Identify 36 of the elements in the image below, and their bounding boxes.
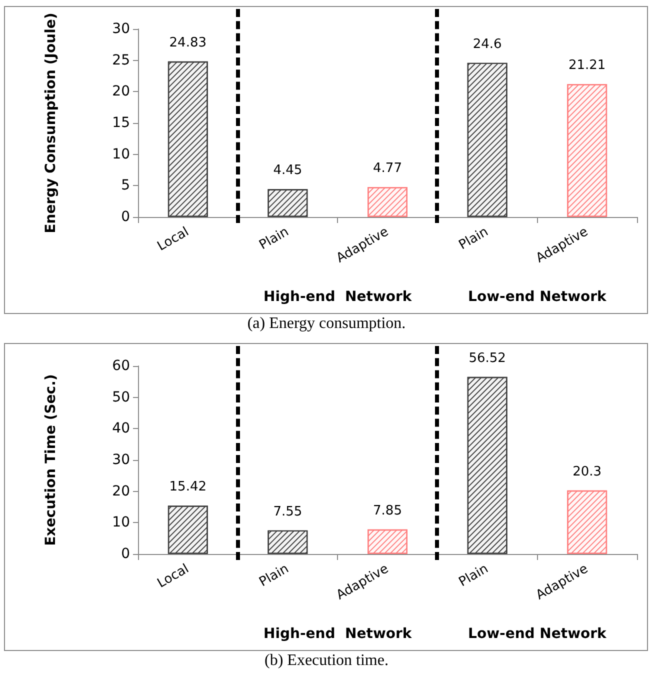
text: (b) Execution time.: [264, 652, 390, 670]
data-label: 56.52: [468, 350, 506, 366]
y-tick-label: 60: [112, 358, 130, 374]
x-tick-label: Plain: [256, 224, 292, 254]
y-tick-label: 40: [112, 420, 130, 437]
data-label: 15.42: [169, 480, 207, 495]
text: Low-end Network: [468, 626, 608, 642]
data-label: 7.85: [373, 503, 402, 518]
y-axis-title: Energy Consumption (Joule): [43, 12, 59, 234]
y-axis-title: Execution Time (Sec.): [43, 374, 59, 546]
y-tick-label: 20: [112, 483, 130, 500]
y-tick-label: 20: [112, 84, 130, 100]
y-tick-label: 15: [112, 115, 130, 131]
data-label: 24.83: [169, 35, 207, 50]
x-tick-label: Plain: [256, 562, 292, 590]
x-tick-label: Plain: [456, 224, 492, 254]
data-label: 20.3: [572, 464, 602, 480]
y-tick-label: 25: [112, 52, 130, 68]
data-label: 4.77: [373, 161, 402, 176]
text: High-end Network: [263, 289, 412, 305]
text: High-end Network: [263, 626, 412, 642]
y-tick-label: 10: [112, 514, 130, 531]
y-tick-label: 50: [112, 389, 130, 406]
data-label: 4.45: [273, 163, 302, 178]
text: (a) Energy consumption.: [246, 315, 407, 333]
y-tick-label: 30: [112, 452, 130, 468]
y-tick-label: 10: [112, 146, 130, 162]
text: Low-end Network: [468, 289, 608, 305]
y-tick-label: 30: [112, 21, 130, 37]
y-tick-label: 0: [121, 546, 130, 562]
y-tick-label: 5: [121, 178, 130, 194]
data-label: 7.55: [273, 504, 302, 520]
y-tick-label: 0: [121, 209, 130, 225]
x-tick-label: Plain: [456, 562, 492, 590]
data-label: 21.21: [568, 58, 606, 74]
data-label: 24.6: [472, 36, 502, 52]
